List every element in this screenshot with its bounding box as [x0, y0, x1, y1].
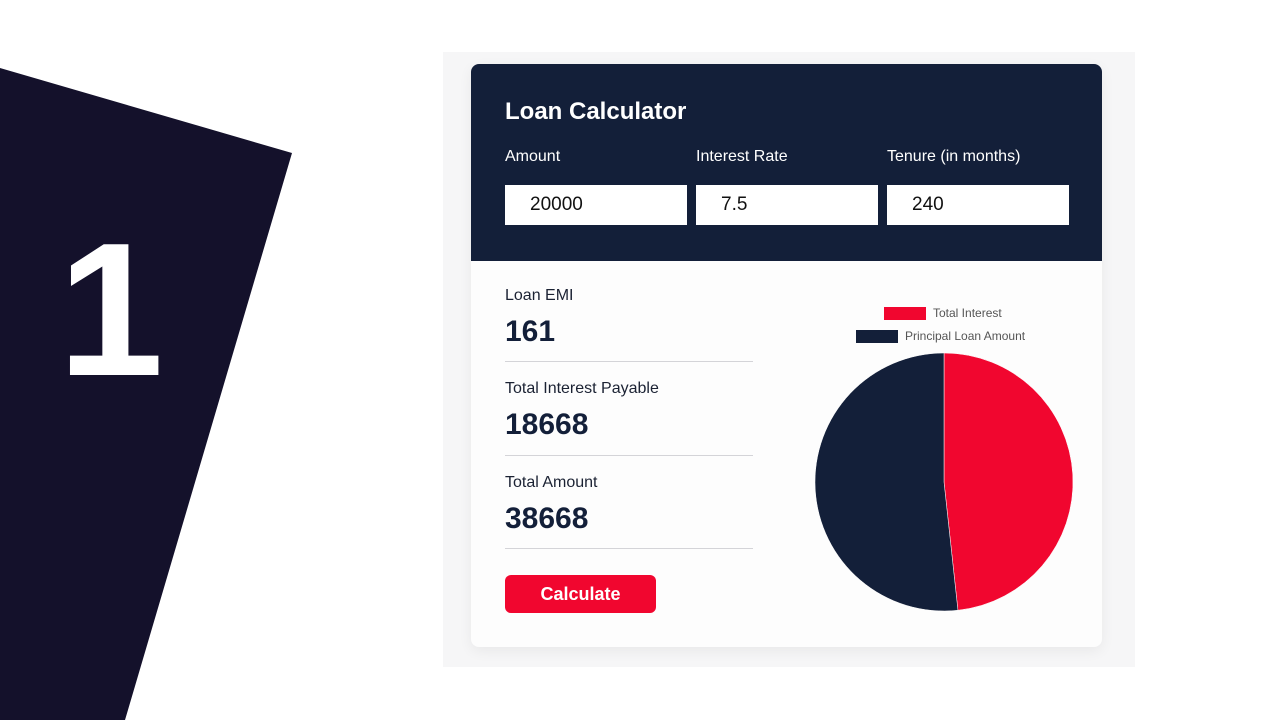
tenure-input[interactable]	[887, 185, 1069, 225]
pie-slice-principal[interactable]	[814, 352, 959, 612]
total-interest-label: Total Interest Payable	[505, 380, 659, 397]
interest-rate-input[interactable]	[696, 185, 878, 225]
amount-label: Amount	[505, 148, 561, 165]
legend-label: Principal Loan Amount	[905, 329, 1026, 343]
loan-emi-value: 161	[505, 315, 556, 348]
total-amount-value: 38668	[505, 502, 589, 535]
slide-number: 1	[58, 204, 164, 416]
loan-calculator-card: Loan Calculator Amount Interest Rate Ten…	[471, 64, 1102, 647]
legend-item-principal[interactable]: Principal Loan Amount	[856, 329, 1025, 343]
divider	[505, 361, 753, 362]
legend-swatch	[884, 306, 926, 320]
legend-label: Total Interest	[933, 306, 1002, 320]
amount-input[interactable]	[505, 185, 687, 225]
page-title: Loan Calculator	[505, 98, 687, 125]
total-amount-label: Total Amount	[505, 474, 598, 491]
divider	[505, 548, 753, 549]
total-interest-value: 18668	[505, 408, 589, 441]
pie-slice-total-interest[interactable]	[943, 352, 1074, 611]
loan-emi-label: Loan EMI	[505, 287, 574, 304]
divider	[505, 455, 753, 456]
pie-chart	[814, 352, 1074, 612]
legend-item-total-interest[interactable]: Total Interest	[884, 306, 1002, 320]
interest-rate-label: Interest Rate	[696, 148, 788, 165]
calculator-header: Loan Calculator Amount Interest Rate Ten…	[471, 64, 1102, 261]
legend-swatch	[856, 329, 898, 343]
calculate-button[interactable]: Calculate	[505, 575, 656, 613]
tenure-label: Tenure (in months)	[887, 148, 1021, 165]
